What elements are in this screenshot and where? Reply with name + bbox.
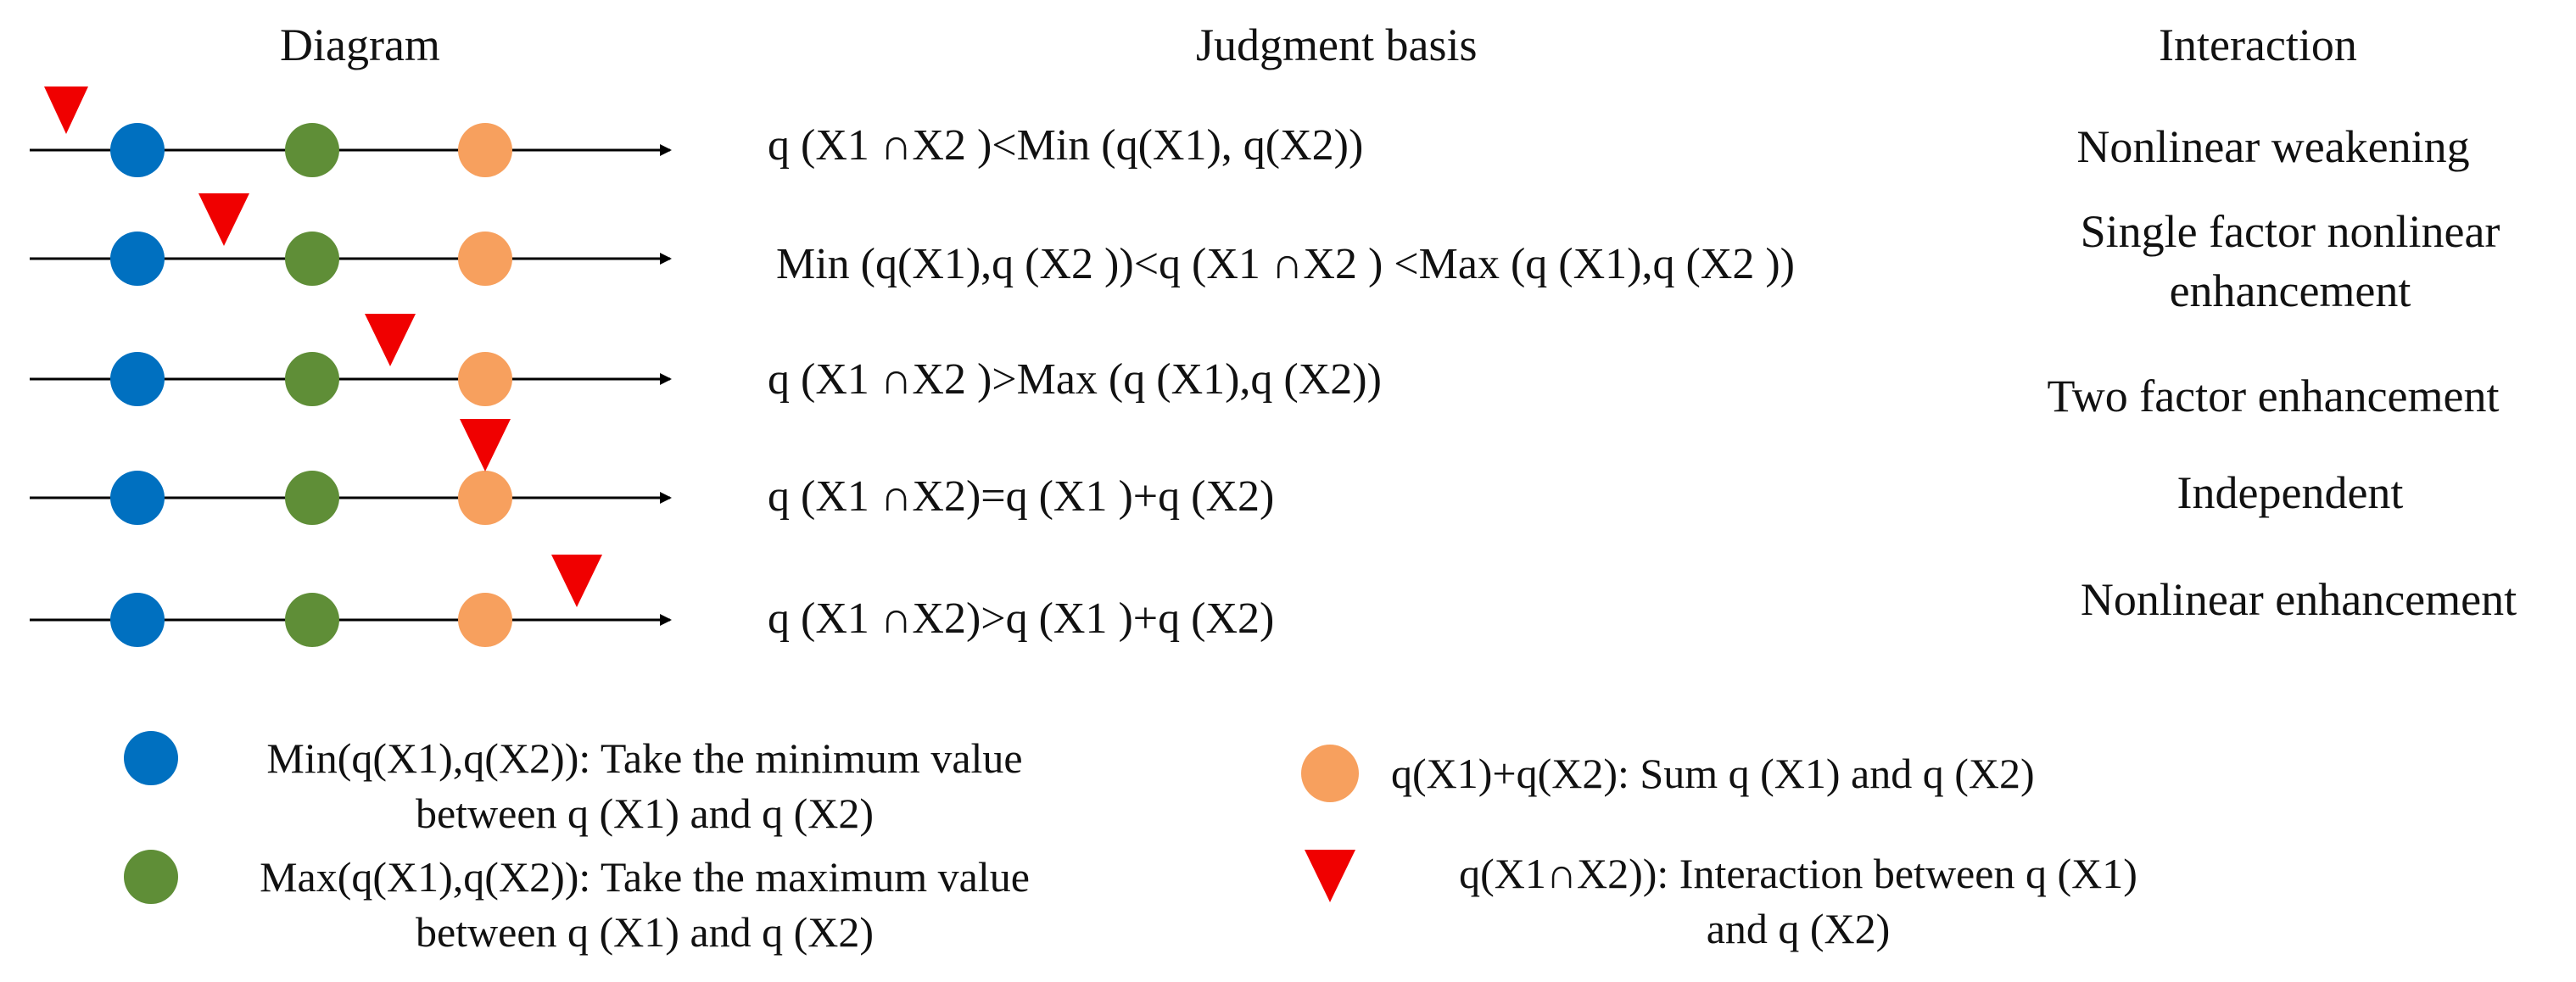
interaction-triangle: [44, 86, 88, 134]
legend-interaction-line2: and q (X2): [1706, 905, 1891, 952]
sum-circle: [458, 593, 512, 647]
sum-circle: [458, 352, 512, 406]
legend-sum-circle: [1301, 745, 1359, 802]
interaction-row-2-line2: enhancement: [2169, 265, 2411, 317]
interaction-triangle: [198, 193, 249, 246]
max-circle: [285, 593, 339, 647]
interaction-row-3: Two factor enhancement: [2047, 371, 2500, 421]
diagram-row-2: [30, 193, 672, 286]
formula-row-5: q (X1 ∩X2)>q (X1 )+q (X2): [768, 594, 1275, 643]
diagram-row-4: [30, 419, 672, 525]
legend-sum: q(X1)+q(X2): Sum q (X1) and q (X2): [1391, 750, 2035, 797]
formula-row-4: q (X1 ∩X2)=q (X1 )+q (X2): [768, 472, 1275, 521]
sum-circle: [458, 123, 512, 177]
interaction-row-2-line1: Single factor nonlinear: [2080, 206, 2501, 257]
interaction-row-4: Independent: [2176, 467, 2404, 518]
diagram-row-3: [30, 314, 672, 406]
diagram-row-5: [30, 555, 672, 647]
interaction-triangle: [460, 419, 511, 471]
interaction-row-1: Nonlinear weakening: [2076, 121, 2470, 172]
formula-row-3: q (X1 ∩X2 )>Max (q (X1),q (X2)): [768, 355, 1382, 404]
max-circle: [285, 232, 339, 286]
legend-interaction-line1: q(X1∩X2)): Interaction between q (X1): [1459, 850, 2137, 897]
formula-row-2: Min (q(X1),q (X2 ))<q (X1 ∩X2 ) <Max (q …: [776, 240, 1795, 288]
legend-min-line2: between q (X1) and q (X2): [415, 790, 874, 837]
judgment-header: Judgment basis: [1196, 20, 1478, 70]
legend-min-circle: [124, 731, 178, 785]
sum-circle: [458, 232, 512, 286]
legend-interaction-triangle: [1305, 850, 1355, 902]
legend-max: Max(q(X1),q(X2)): Take the maximum value…: [187, 850, 1103, 960]
interaction-row-2: Single factor nonlinear enhancement: [2036, 205, 2545, 317]
sum-circle: [458, 471, 512, 525]
legend-max-line1: Max(q(X1),q(X2)): Take the maximum value: [260, 853, 1030, 901]
interaction-triangle: [365, 314, 416, 366]
diagram-row-1: [30, 86, 672, 177]
min-circle: [110, 123, 165, 177]
min-circle: [110, 471, 165, 525]
interaction-triangle: [551, 555, 602, 607]
max-circle: [285, 123, 339, 177]
formula-row-1: q (X1 ∩X2 )<Min (q(X1), q(X2)): [768, 121, 1364, 170]
min-circle: [110, 232, 165, 286]
legend-min: Min(q(X1),q(X2)): Take the minimum value…: [187, 731, 1103, 841]
legend-max-line2: between q (X1) and q (X2): [415, 908, 874, 956]
legend-min-line1: Min(q(X1),q(X2)): Take the minimum value: [266, 734, 1023, 782]
interaction-row-5: Nonlinear enhancement: [2080, 574, 2517, 625]
diagram-header: Diagram: [280, 20, 440, 70]
legend-max-circle: [124, 850, 178, 904]
legend-interaction: q(X1∩X2)): Interaction between q (X1) an…: [1383, 846, 2214, 957]
min-circle: [110, 352, 165, 406]
diagram-rows: [30, 86, 672, 647]
max-circle: [285, 471, 339, 525]
max-circle: [285, 352, 339, 406]
min-circle: [110, 593, 165, 647]
interaction-header: Interaction: [2159, 20, 2357, 70]
